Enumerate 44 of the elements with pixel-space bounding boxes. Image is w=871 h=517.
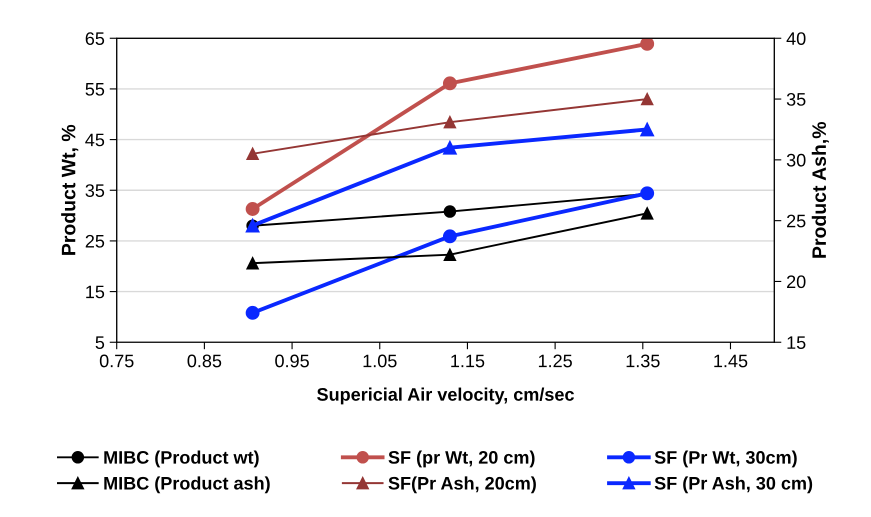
y-tick-label: 25 xyxy=(86,234,104,248)
x-axis-title: Supericial Air velocity, cm/sec xyxy=(317,388,574,404)
point xyxy=(444,205,456,218)
x-tick-label: 0.95 xyxy=(275,354,309,368)
point xyxy=(444,248,456,261)
point xyxy=(246,148,259,160)
y2-tick-label: 25 xyxy=(787,214,806,228)
point xyxy=(640,122,654,136)
y2-tick-label: 35 xyxy=(786,92,806,106)
y2-tick-label: 30 xyxy=(786,154,806,167)
x-tick-label: 1.25 xyxy=(538,354,572,368)
point xyxy=(442,140,457,155)
point xyxy=(442,76,457,90)
y-tick-label: 5 xyxy=(96,336,104,349)
x-tick-label: 0.85 xyxy=(188,354,222,368)
y-tick-label: 35 xyxy=(86,184,104,197)
y-tick-label: 55 xyxy=(86,83,104,96)
point xyxy=(246,306,260,320)
y-axis-title: Product Wt, % xyxy=(61,124,78,255)
y-tick-label: 15 xyxy=(86,286,104,298)
point xyxy=(442,229,457,244)
x-tick-label: 1.15 xyxy=(451,354,484,368)
legend-label: SF (Pr Wt, 30cm) xyxy=(654,450,797,468)
point xyxy=(640,92,654,106)
x-tick-label: 1.05 xyxy=(364,354,397,368)
x-tick-label: 1.35 xyxy=(626,354,660,368)
x-tick-label: 0.75 xyxy=(100,354,134,368)
legend-label: MIBC (Product ash) xyxy=(104,476,270,494)
y-tick-label: 65 xyxy=(86,32,104,45)
point xyxy=(246,256,259,270)
y2-tick-label: 20 xyxy=(787,275,806,288)
point xyxy=(444,116,456,128)
legend-label: SF (pr Wt, 20 cm) xyxy=(388,450,535,468)
legend-label: SF(Pr Ash, 20cm) xyxy=(388,476,536,494)
y2-axis-title: Product Ash,% xyxy=(812,122,829,258)
point xyxy=(640,38,654,51)
legend-label: MIBC (Product wt) xyxy=(104,450,259,468)
legend-label: SF (Pr Ash, 30 cm) xyxy=(654,476,812,494)
x-tick-label: 1.45 xyxy=(714,354,748,368)
point xyxy=(246,202,260,216)
y-tick-label: 45 xyxy=(85,134,104,146)
point xyxy=(640,207,654,220)
y2-tick-label: 15 xyxy=(788,336,806,349)
y2-tick-label: 40 xyxy=(786,32,806,45)
